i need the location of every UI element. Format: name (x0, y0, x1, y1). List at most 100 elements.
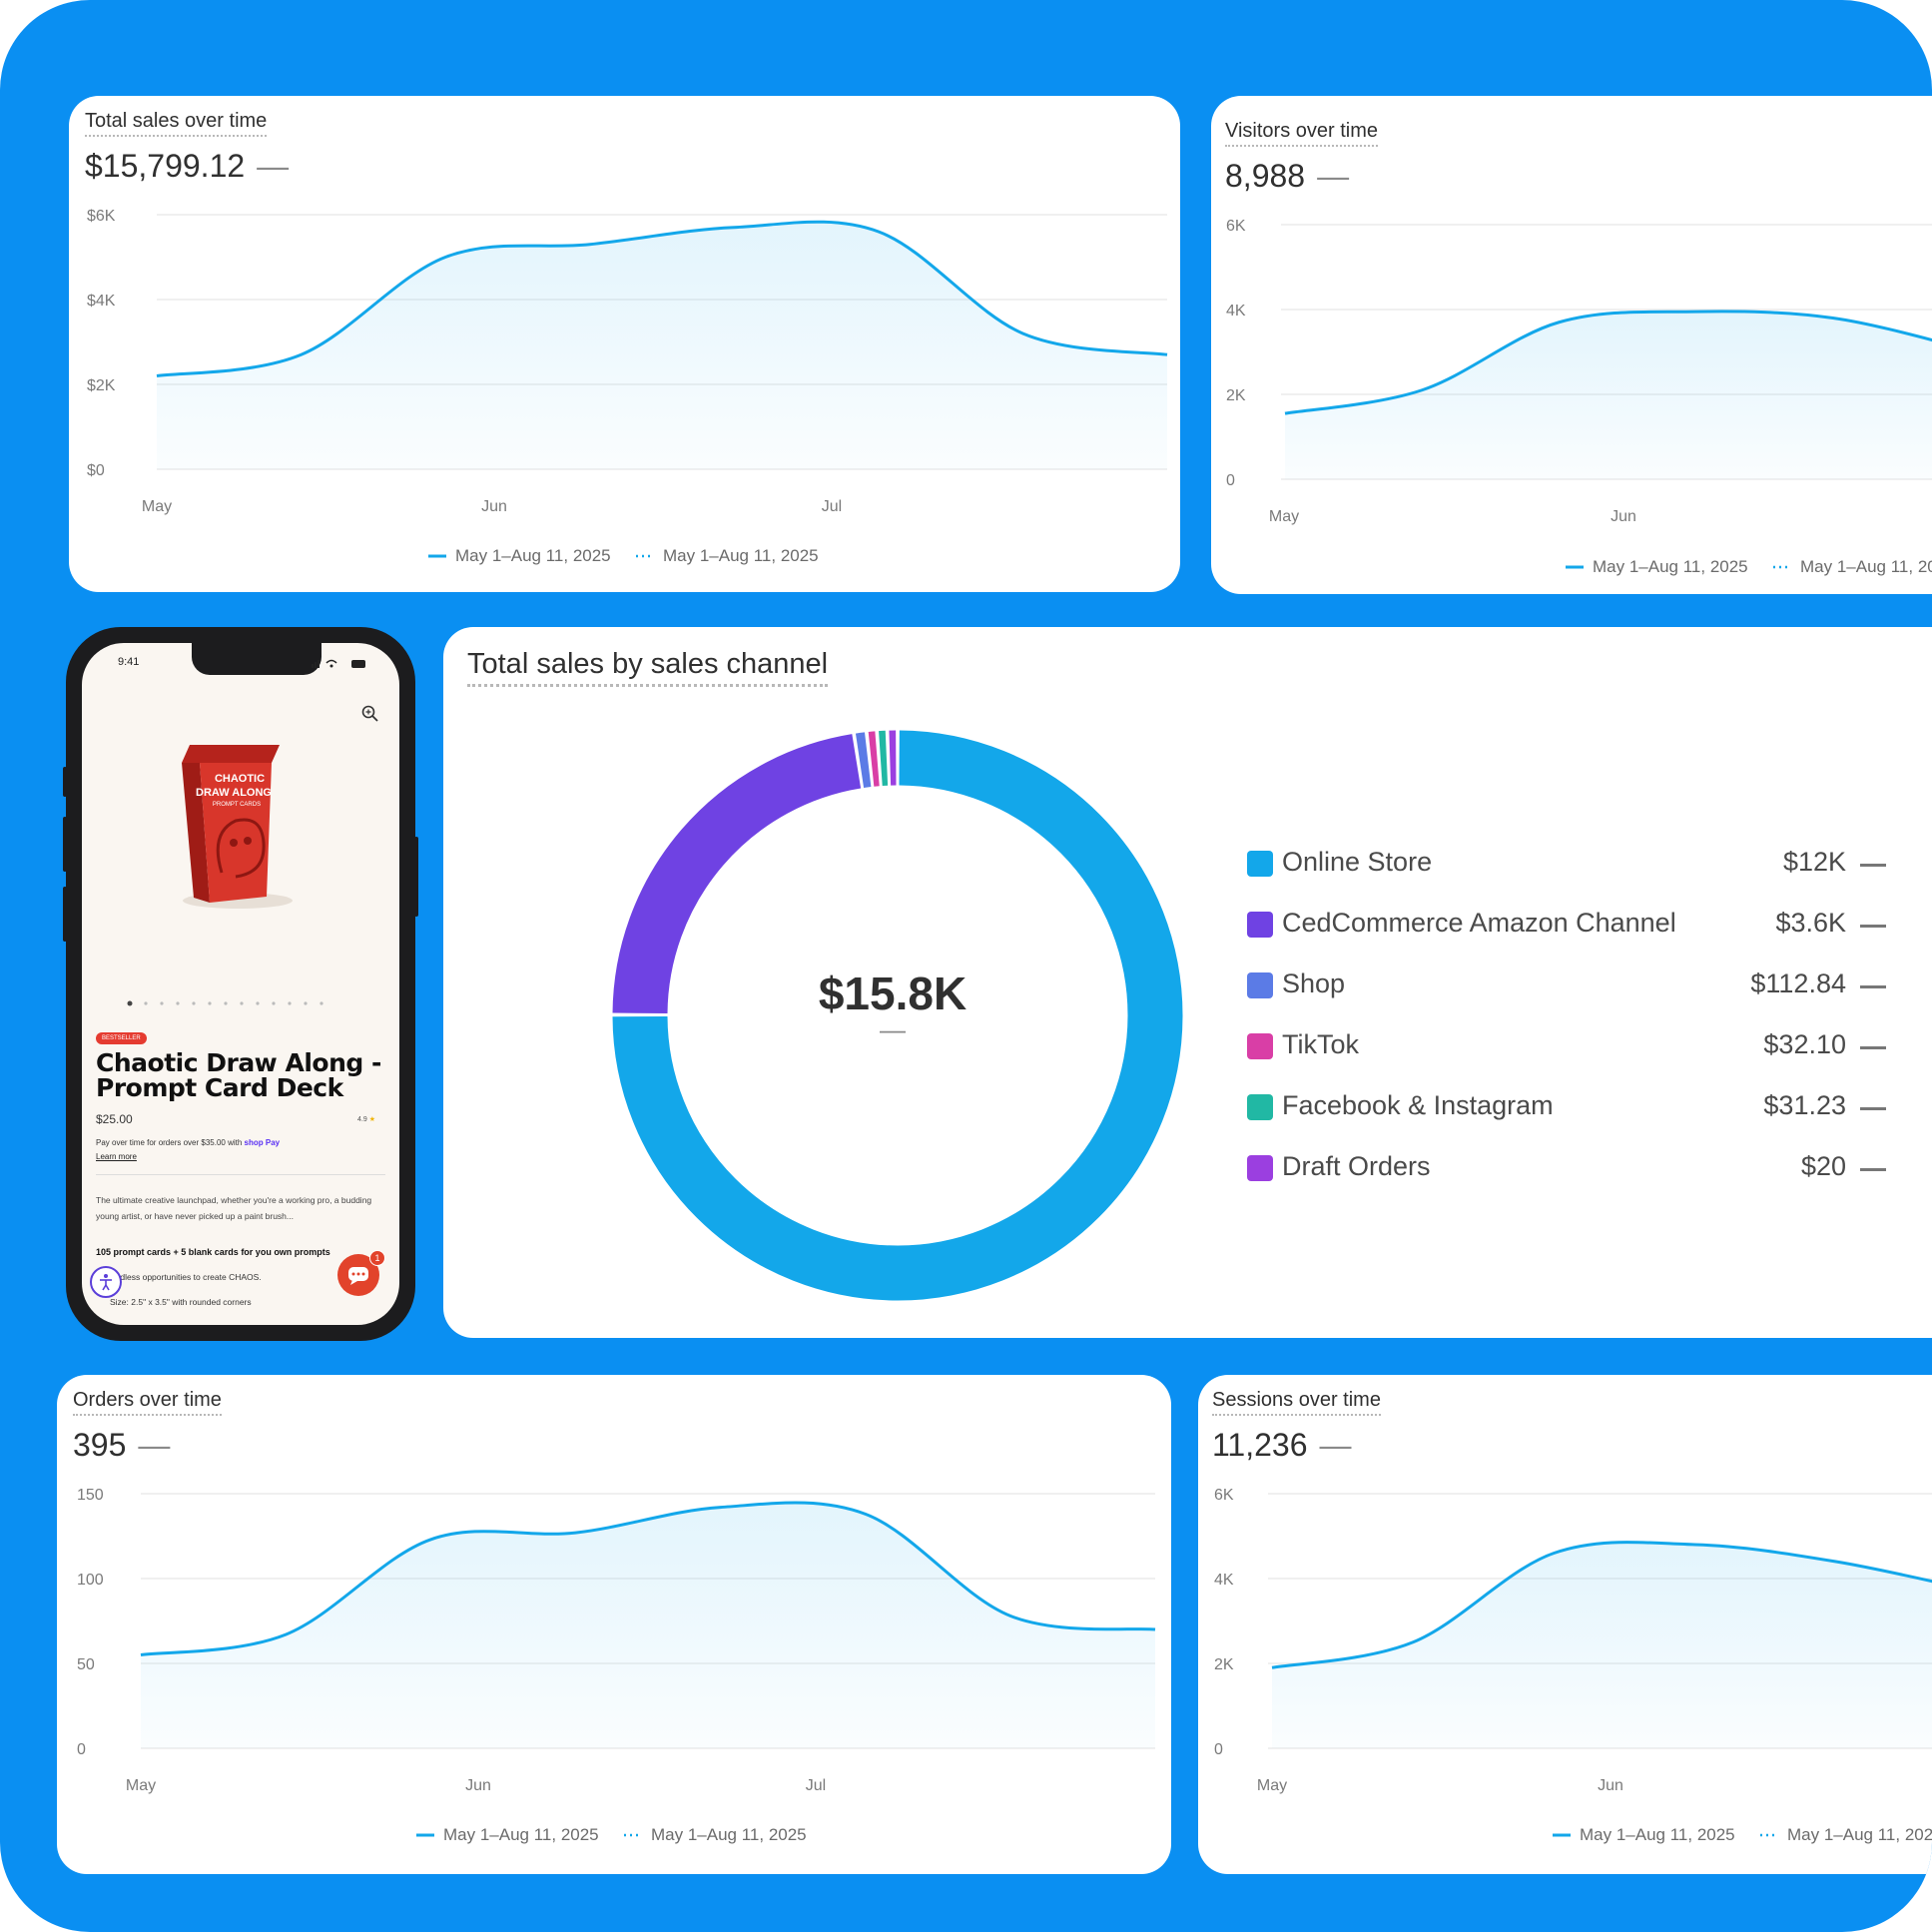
y-tick-label: 0 (1226, 472, 1235, 489)
sessions-line-chart: 0 2K 4K 6K May Jun May 1–Aug 11, 2025 May 1–Aug… (1214, 1487, 1932, 1844)
x-tick-label: Jun (1610, 508, 1636, 525)
product-image[interactable]: CHAOTIC DRAW ALONG PROMPT CARDS (82, 683, 399, 943)
legend-current-period: May 1–Aug 11, 2025 (455, 546, 611, 565)
chat-notification-badge: 1 (369, 1250, 385, 1266)
legend-label: Draft Orders (1282, 1151, 1431, 1181)
y-tick-label: 0 (1214, 1741, 1223, 1758)
y-tick-label: 4K (1214, 1572, 1234, 1589)
phone-power-button (414, 837, 418, 917)
box-title-line1: CHAOTIC (215, 773, 265, 785)
sales-channel-donut-chart (612, 730, 1183, 1301)
accessibility-button[interactable] (90, 1266, 122, 1298)
series-area (1272, 1542, 1932, 1748)
legend-change-dash (1860, 985, 1886, 988)
card-title: Total sales over time (85, 110, 268, 137)
card-title: Orders over time (73, 1389, 222, 1416)
legend-value: $3.6K (1775, 908, 1846, 938)
y-tick-label: 4K (1226, 303, 1246, 320)
rating-value: 4.9 (357, 1116, 367, 1123)
legend-comparison-period: May 1–Aug 11, 2025 (1787, 1825, 1932, 1844)
total-sales-line-chart: $0 $2K $4K $6K May Jun Jul May 1–Aug 11, 2025 Ma… (87, 208, 1168, 565)
metric-number: $15,799.12 (85, 148, 246, 184)
card-metric-value: $15,799.12 — (85, 148, 289, 185)
sales-channel-legend: Online Store $12K CedCommerce Amazon Chann… (1247, 845, 1886, 1204)
zoom-icon[interactable] (359, 703, 381, 725)
y-tick-label: 6K (1214, 1487, 1234, 1504)
legend-value: $32.10 (1763, 1029, 1846, 1059)
legend-label: TikTok (1282, 1029, 1360, 1059)
legend-current-period: May 1–Aug 11, 2025 (443, 1825, 599, 1844)
legend-row[interactable]: TikTok $32.10 (1247, 1027, 1886, 1067)
card-title: Sessions over time (1212, 1389, 1381, 1416)
legend-swatch (1247, 851, 1273, 877)
total-sales-card: Total sales over time $15,799.12 — $0 $2K $… (69, 96, 1180, 592)
series-line (1284, 310, 1932, 415)
legend-change-dash (1860, 1107, 1886, 1110)
legend-current-period: May 1–Aug 11, 2025 (1593, 557, 1748, 576)
x-tick-label: Jun (481, 498, 507, 515)
feature-bullet-2: Size: 2.5" x 3.5" with rounded corners (110, 1297, 252, 1307)
sales-by-channel-card: Total sales by sales channel $15.8K — On… (443, 627, 1932, 1338)
phone-mute-button (63, 767, 67, 797)
feature-bullet-1: Endless opportunities to create CHAOS. (110, 1272, 262, 1282)
legend-value: $12K (1782, 847, 1846, 877)
card-title: Visitors over time (1225, 120, 1379, 147)
status-time: 9:41 (118, 656, 140, 668)
metric-number: 8,988 (1225, 158, 1306, 194)
legend-label: CedCommerce Amazon Channel (1282, 908, 1676, 938)
bestseller-badge: BESTSELLER (96, 1032, 147, 1044)
legend-label: Shop (1282, 968, 1346, 998)
x-tick-label: Jun (1598, 1777, 1623, 1794)
card-metric-value: 11,236 — (1212, 1427, 1352, 1464)
y-tick-label: 2K (1214, 1656, 1234, 1673)
legend-comparison-period: May 1–Aug 11, 2025 (1800, 557, 1932, 576)
y-tick-label: $6K (87, 208, 116, 225)
visitors-card: Visitors over time 8,988 — 0 2K 4K 6K May Jun M… (1211, 96, 1932, 594)
legend-change-dash (1860, 1046, 1886, 1049)
legend-current-period: May 1–Aug 11, 2025 (1580, 1825, 1735, 1844)
product-rating: 4.9 ★ (357, 1115, 375, 1123)
metric-change-dash: — (1319, 1427, 1352, 1463)
learn-more-link[interactable]: Learn more (96, 1152, 137, 1161)
x-tick-label: May (1269, 508, 1299, 525)
legend-comparison-period: May 1–Aug 11, 2025 (663, 546, 819, 565)
x-tick-label: Jul (806, 1777, 826, 1794)
legend-row[interactable]: Draft Orders $20 (1247, 1149, 1886, 1189)
legend-row[interactable]: Online Store $12K (1247, 845, 1886, 885)
box-title-line2: DRAW ALONG (196, 787, 272, 799)
phone-volume-down-button (63, 887, 67, 942)
donut-slice (612, 734, 862, 1014)
legend-row[interactable]: Shop $112.84 (1247, 966, 1886, 1006)
series-area (157, 222, 1167, 469)
series-line (156, 220, 1168, 377)
carousel-dots[interactable] (126, 998, 345, 1008)
y-tick-label: 150 (77, 1487, 104, 1504)
series-line (1271, 1541, 1932, 1669)
metric-change-dash: — (1317, 158, 1350, 194)
metric-number: 395 (73, 1427, 127, 1463)
legend-row[interactable]: CedCommerce Amazon Channel $3.6K (1247, 906, 1886, 946)
legend-row[interactable]: Facebook & Instagram $31.23 (1247, 1088, 1886, 1128)
legend-change-dash (1860, 925, 1886, 928)
description-divider (96, 1174, 385, 1175)
phone-screen: 9:41 CHAOTIC DRAW ALONG (82, 643, 399, 1325)
legend-label: Online Store (1282, 847, 1433, 877)
y-tick-label: $0 (87, 462, 105, 479)
donut-center-total: $15.8K — (743, 966, 1042, 1045)
legend-comparison-period: May 1–Aug 11, 2025 (651, 1825, 807, 1844)
status-icons (312, 659, 365, 668)
x-tick-label: May (126, 1777, 156, 1794)
y-tick-label: 100 (77, 1572, 104, 1589)
donut-slice (868, 731, 880, 787)
product-description: The ultimate creative launchpad, whether… (96, 1195, 372, 1221)
y-tick-label: $4K (87, 293, 116, 310)
donut-slice (855, 732, 872, 789)
chat-bubble-icon (348, 1267, 368, 1285)
metric-change-dash: — (257, 148, 290, 184)
x-tick-label: May (142, 498, 172, 515)
y-tick-label: $2K (87, 377, 116, 394)
legend-swatch (1247, 1155, 1273, 1181)
series-area (141, 1503, 1155, 1748)
star-icon: ★ (368, 1116, 375, 1123)
y-tick-label: 6K (1226, 218, 1246, 235)
